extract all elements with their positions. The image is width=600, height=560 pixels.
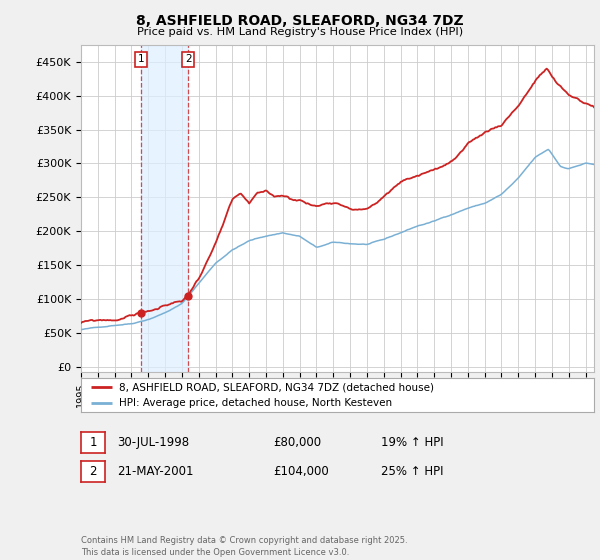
Text: Price paid vs. HM Land Registry's House Price Index (HPI): Price paid vs. HM Land Registry's House … bbox=[137, 27, 463, 37]
Text: Contains HM Land Registry data © Crown copyright and database right 2025.
This d: Contains HM Land Registry data © Crown c… bbox=[81, 536, 407, 557]
Text: 1: 1 bbox=[89, 436, 97, 449]
Text: £104,000: £104,000 bbox=[273, 465, 329, 478]
Text: 2: 2 bbox=[185, 54, 191, 64]
Text: 21-MAY-2001: 21-MAY-2001 bbox=[117, 465, 193, 478]
Text: £80,000: £80,000 bbox=[273, 436, 321, 449]
Bar bbox=[141, 45, 188, 372]
Text: 8, ASHFIELD ROAD, SLEAFORD, NG34 7DZ (detached house): 8, ASHFIELD ROAD, SLEAFORD, NG34 7DZ (de… bbox=[119, 382, 434, 393]
Text: 25% ↑ HPI: 25% ↑ HPI bbox=[381, 465, 443, 478]
Text: HPI: Average price, detached house, North Kesteven: HPI: Average price, detached house, Nort… bbox=[119, 398, 392, 408]
Text: 1: 1 bbox=[138, 54, 145, 64]
Text: 2: 2 bbox=[89, 465, 97, 478]
Text: 8, ASHFIELD ROAD, SLEAFORD, NG34 7DZ: 8, ASHFIELD ROAD, SLEAFORD, NG34 7DZ bbox=[136, 14, 464, 28]
Text: 30-JUL-1998: 30-JUL-1998 bbox=[117, 436, 189, 449]
Text: 19% ↑ HPI: 19% ↑ HPI bbox=[381, 436, 443, 449]
